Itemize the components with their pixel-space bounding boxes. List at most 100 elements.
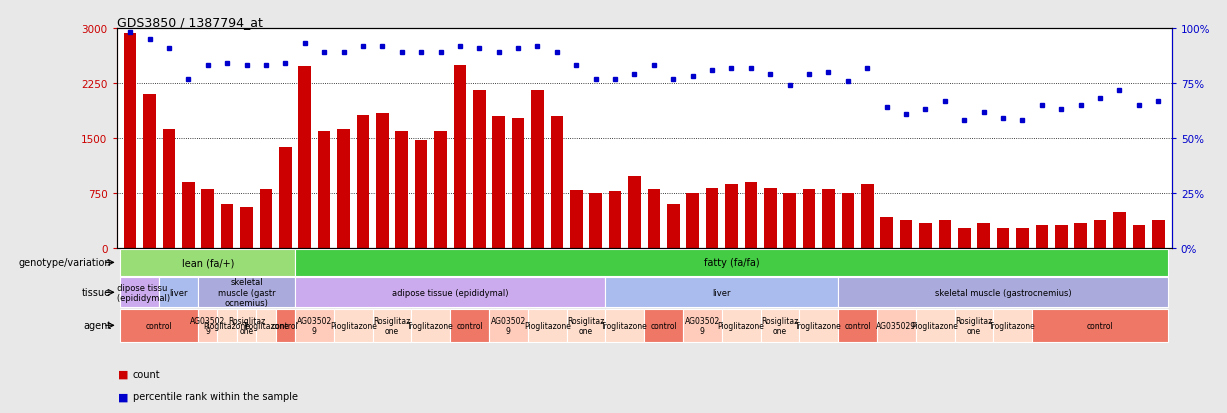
- Text: Pioglitazone: Pioglitazone: [204, 321, 250, 330]
- FancyBboxPatch shape: [294, 309, 334, 342]
- Bar: [667, 205, 680, 249]
- Text: Troglitazone: Troglitazone: [989, 321, 1036, 330]
- Bar: [764, 189, 777, 249]
- FancyBboxPatch shape: [721, 309, 761, 342]
- Text: ■: ■: [118, 392, 129, 401]
- Text: Pioglitazone: Pioglitazone: [718, 321, 764, 330]
- Bar: [1075, 224, 1087, 249]
- Text: AG03502
9: AG03502 9: [297, 316, 333, 335]
- Bar: [783, 194, 796, 249]
- Bar: [1055, 226, 1067, 249]
- Bar: [531, 90, 544, 249]
- FancyBboxPatch shape: [237, 309, 256, 342]
- Text: Rosiglitaz
one: Rosiglitaz one: [373, 316, 411, 335]
- FancyBboxPatch shape: [644, 309, 683, 342]
- FancyBboxPatch shape: [450, 309, 490, 342]
- Text: Rosiglitaz
one: Rosiglitaz one: [956, 316, 993, 335]
- FancyBboxPatch shape: [120, 249, 294, 276]
- Text: Pioglitazone: Pioglitazone: [330, 321, 377, 330]
- Bar: [144, 95, 156, 249]
- Bar: [1152, 220, 1164, 249]
- Text: Troglitazone: Troglitazone: [243, 321, 290, 330]
- Bar: [240, 208, 253, 249]
- Bar: [802, 190, 816, 249]
- FancyBboxPatch shape: [276, 309, 294, 342]
- Bar: [745, 183, 757, 249]
- Text: GDS3850 / 1387794_at: GDS3850 / 1387794_at: [117, 16, 263, 29]
- Bar: [551, 117, 563, 249]
- FancyBboxPatch shape: [294, 249, 1168, 276]
- Bar: [182, 183, 195, 249]
- Text: AG03502
9: AG03502 9: [491, 316, 526, 335]
- Bar: [861, 185, 874, 249]
- Bar: [1016, 229, 1028, 249]
- Text: Pioglitazone: Pioglitazone: [912, 321, 958, 330]
- Text: Troglitazone: Troglitazone: [601, 321, 648, 330]
- Bar: [357, 115, 369, 249]
- Bar: [996, 228, 1010, 249]
- Text: control: control: [272, 321, 298, 330]
- FancyBboxPatch shape: [605, 278, 838, 307]
- Bar: [512, 118, 524, 249]
- Bar: [337, 130, 350, 249]
- Bar: [1036, 225, 1048, 249]
- Text: Troglitazone: Troglitazone: [407, 321, 454, 330]
- FancyBboxPatch shape: [160, 278, 198, 307]
- Bar: [124, 34, 136, 249]
- Bar: [919, 223, 931, 249]
- FancyBboxPatch shape: [955, 309, 994, 342]
- Bar: [589, 194, 602, 249]
- Text: Pioglitazone: Pioglitazone: [524, 321, 571, 330]
- Bar: [492, 117, 506, 249]
- Bar: [472, 90, 486, 249]
- Bar: [725, 185, 737, 249]
- Text: control: control: [844, 321, 871, 330]
- Bar: [279, 147, 292, 249]
- FancyBboxPatch shape: [198, 278, 294, 307]
- FancyBboxPatch shape: [915, 309, 955, 342]
- Bar: [648, 190, 660, 249]
- FancyBboxPatch shape: [528, 309, 567, 342]
- Bar: [318, 131, 330, 249]
- FancyBboxPatch shape: [838, 278, 1168, 307]
- Bar: [221, 205, 233, 249]
- Bar: [260, 190, 272, 249]
- Bar: [395, 131, 409, 249]
- Bar: [609, 192, 621, 249]
- FancyBboxPatch shape: [567, 309, 605, 342]
- FancyBboxPatch shape: [120, 309, 198, 342]
- Text: agent: agent: [83, 320, 112, 330]
- Text: adipose tissue (epididymal): adipose tissue (epididymal): [391, 288, 508, 297]
- Bar: [822, 190, 834, 249]
- Bar: [1133, 226, 1145, 249]
- FancyBboxPatch shape: [994, 309, 1032, 342]
- FancyBboxPatch shape: [256, 309, 276, 342]
- Bar: [686, 194, 699, 249]
- FancyBboxPatch shape: [217, 309, 237, 342]
- Bar: [298, 67, 310, 249]
- Bar: [375, 114, 389, 249]
- Bar: [163, 130, 175, 249]
- Text: liver: liver: [713, 288, 731, 297]
- Text: liver: liver: [169, 288, 188, 297]
- Text: control: control: [650, 321, 677, 330]
- Text: AG03502
9: AG03502 9: [190, 316, 226, 335]
- FancyBboxPatch shape: [877, 309, 915, 342]
- FancyBboxPatch shape: [411, 309, 450, 342]
- FancyBboxPatch shape: [683, 309, 721, 342]
- Text: AG03502
9: AG03502 9: [685, 316, 720, 335]
- Bar: [958, 228, 971, 249]
- Text: Rosiglitaz
one: Rosiglitaz one: [567, 316, 605, 335]
- FancyBboxPatch shape: [605, 309, 644, 342]
- Bar: [454, 66, 466, 249]
- Text: adipose tissu
e (epididymal): adipose tissu e (epididymal): [109, 283, 171, 302]
- FancyBboxPatch shape: [334, 309, 373, 342]
- Text: skeletal
muscle (gastr
ocnemius): skeletal muscle (gastr ocnemius): [217, 278, 275, 307]
- Bar: [880, 217, 893, 249]
- Text: genotype/variation: genotype/variation: [18, 258, 112, 268]
- FancyBboxPatch shape: [838, 309, 877, 342]
- Bar: [1093, 220, 1107, 249]
- Text: ■: ■: [118, 369, 129, 379]
- Text: skeletal muscle (gastrocnemius): skeletal muscle (gastrocnemius): [935, 288, 1071, 297]
- Bar: [571, 191, 583, 249]
